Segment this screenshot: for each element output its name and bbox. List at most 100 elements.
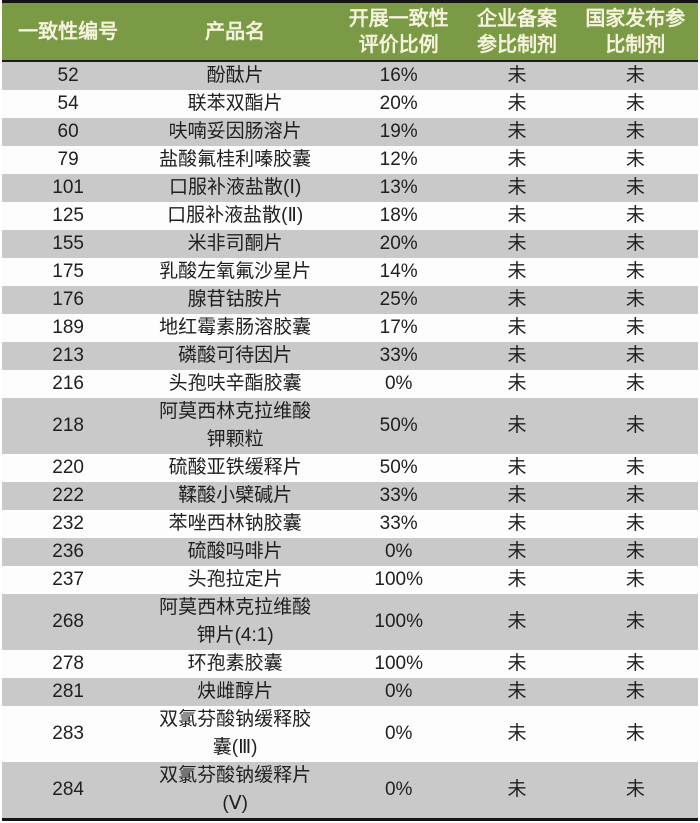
cell-evaluation-ratio: 14% [379,261,418,283]
cell-enterprise-reference: 未 [507,653,527,675]
cell-enterprise-reference: 未 [507,779,527,801]
cell-evaluation-ratio: 50% [379,415,418,437]
table-row: 189 地红霉素肠溶胶囊 17% 未 未 [2,314,698,343]
cell-consistency-number: 237 [52,569,84,591]
table-row: 54 联苯双酯片 20% 未 未 [2,90,698,119]
cell-enterprise-reference: 未 [507,681,527,703]
cell-product-name: 苯唑西林钠胶囊 [168,513,302,535]
table-row: 268 阿莫西林克拉维酸钾片(4:1) 100% 未 未 [2,594,698,651]
table-row: 176 腺苷钴胺片 25% 未 未 [2,286,698,315]
header-evaluation-ratio: 开展一致性评价比例 [348,7,449,56]
table-row: 220 硫酸亚铁缓释片 50% 未 未 [2,454,698,483]
cell-product-name: 头孢呋辛酯胶囊 [168,373,302,395]
header-consistency-number: 一致性编号 [18,20,119,43]
cell-product-name: 硫酸亚铁缓释片 [168,457,302,479]
cell-evaluation-ratio: 100% [374,653,423,675]
cell-consistency-number: 101 [52,177,84,199]
cell-national-reference: 未 [625,177,645,199]
cell-national-reference: 未 [625,457,645,479]
table-row: 236 硫酸吗啡片 0% 未 未 [2,538,698,567]
cell-evaluation-ratio: 100% [374,569,423,591]
cell-enterprise-reference: 未 [507,233,527,255]
cell-enterprise-reference: 未 [507,261,527,283]
cell-national-reference: 未 [625,541,645,563]
cell-enterprise-reference: 未 [507,317,527,339]
cell-national-reference: 未 [625,345,645,367]
table-row: 175 乳酸左氧氟沙星片 14% 未 未 [2,258,698,287]
cell-consistency-number: 213 [52,345,84,367]
cell-enterprise-reference: 未 [507,65,527,86]
cell-national-reference: 未 [625,779,645,801]
cell-national-reference: 未 [625,373,645,395]
cell-consistency-number: 218 [52,415,84,437]
cell-national-reference: 未 [625,205,645,227]
cell-consistency-number: 79 [57,149,79,171]
cell-product-name: 地红霉素肠溶胶囊 [159,317,312,339]
cell-evaluation-ratio: 20% [379,233,418,255]
cell-consistency-number: 268 [52,611,84,633]
cell-enterprise-reference: 未 [507,611,527,633]
cell-national-reference: 未 [625,121,645,143]
header-enterprise-reference: 企业备案参比制剂 [477,7,557,56]
cell-enterprise-reference: 未 [507,541,527,563]
cell-national-reference: 未 [625,149,645,171]
table-row: 213 磷酸可待因片 33% 未 未 [2,342,698,371]
cell-consistency-number: 52 [57,65,79,86]
cell-enterprise-reference: 未 [507,457,527,479]
cell-product-name: 双氯芬酸钠缓释片(Ⅴ) [159,765,312,815]
cell-evaluation-ratio: 0% [384,541,413,563]
table-row: 278 环孢素胶囊 100% 未 未 [2,650,698,679]
table-row: 237 头孢拉定片 100% 未 未 [2,566,698,595]
cell-enterprise-reference: 未 [507,485,527,507]
cell-evaluation-ratio: 0% [384,779,413,801]
cell-consistency-number: 222 [52,485,84,507]
cell-national-reference: 未 [625,611,645,633]
cell-national-reference: 未 [625,681,645,703]
cell-national-reference: 未 [625,415,645,437]
cell-consistency-number: 284 [52,779,84,801]
cell-consistency-number: 216 [52,373,84,395]
cell-enterprise-reference: 未 [507,149,527,171]
cell-evaluation-ratio: 33% [379,485,418,507]
cell-product-name: 呋喃妥因肠溶片 [168,121,302,143]
cell-product-name: 口服补液盐散(Ⅰ) [169,177,302,199]
table-row: 283 双氯芬酸钠缓释胶囊(Ⅲ) 0% 未 未 [2,706,698,763]
table-row: 52 酚酞片 16% 未 未 [2,62,698,91]
table-header-row: 一致性编号 产品名 开展一致性评价比例 企业备案参比制剂 国家发布参比制剂 [2,3,698,62]
cell-product-name: 双氯芬酸钠缓释胶囊(Ⅲ) [159,709,312,759]
cell-product-name: 磷酸可待因片 [178,345,293,367]
table-row: 60 呋喃妥因肠溶片 19% 未 未 [2,118,698,147]
table-row: 101 口服补液盐散(Ⅰ) 13% 未 未 [2,174,698,203]
cell-consistency-number: 60 [57,121,79,143]
table-row: 125 口服补液盐散(Ⅱ) 18% 未 未 [2,202,698,231]
cell-evaluation-ratio: 33% [379,513,418,535]
cell-enterprise-reference: 未 [507,205,527,227]
cell-national-reference: 未 [625,317,645,339]
cell-enterprise-reference: 未 [507,569,527,591]
cell-product-name: 环孢素胶囊 [187,653,283,675]
cell-consistency-number: 281 [52,681,84,703]
table-row: 281 炔雌醇片 0% 未 未 [2,678,698,707]
cell-enterprise-reference: 未 [507,513,527,535]
cell-national-reference: 未 [625,233,645,255]
cell-consistency-number: 232 [52,513,84,535]
table-row: 232 苯唑西林钠胶囊 33% 未 未 [2,510,698,539]
cell-evaluation-ratio: 0% [384,723,413,745]
cell-product-name: 乳酸左氧氟沙星片 [159,261,312,283]
cell-product-name: 米非司酮片 [187,233,283,255]
cell-evaluation-ratio: 0% [384,373,413,395]
header-national-reference: 国家发布参比制剂 [585,7,686,56]
cell-consistency-number: 283 [52,723,84,745]
cell-evaluation-ratio: 18% [379,205,418,227]
cell-evaluation-ratio: 12% [379,149,418,171]
cell-national-reference: 未 [625,65,645,86]
table-body: 52 酚酞片 16% 未 未 54 联苯双酯片 20% 未 未 60 呋喃妥因肠… [2,62,698,819]
table-row: 155 米非司酮片 20% 未 未 [2,230,698,259]
cell-product-name: 硫酸吗啡片 [187,541,283,563]
cell-product-name: 盐酸氟桂利嗪胶囊 [159,149,312,171]
table-row: 222 鞣酸小檗碱片 33% 未 未 [2,482,698,511]
cell-evaluation-ratio: 25% [379,289,418,311]
cell-national-reference: 未 [625,723,645,745]
table-row: 79 盐酸氟桂利嗪胶囊 12% 未 未 [2,146,698,175]
